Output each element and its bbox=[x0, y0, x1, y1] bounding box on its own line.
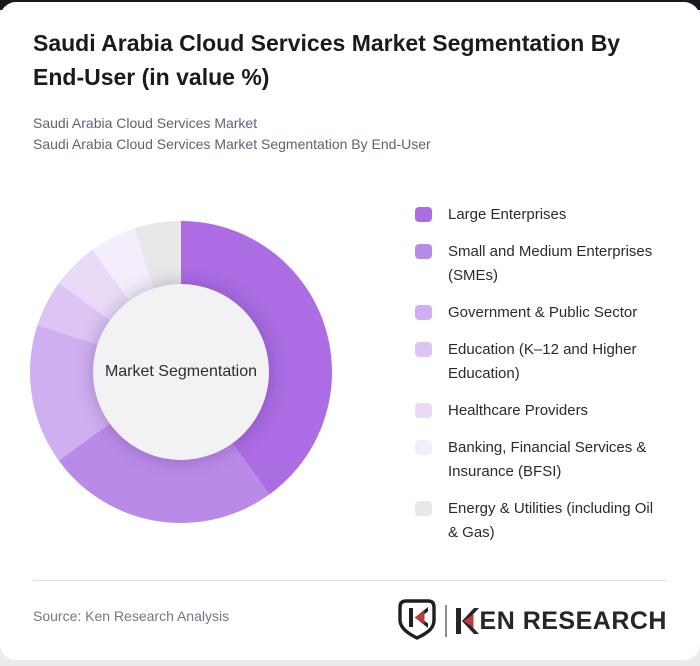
donut-hole: Market Segmentation bbox=[93, 284, 269, 460]
legend-swatch bbox=[415, 403, 432, 418]
brand-k-icon bbox=[455, 608, 480, 634]
brand-wordmark: EN RESEARCH bbox=[455, 606, 667, 636]
legend-swatch bbox=[415, 440, 432, 455]
source-text: Source: Ken Research Analysis bbox=[33, 608, 230, 624]
legend-label: Energy & Utilities (including Oil & Gas) bbox=[448, 500, 654, 541]
logo-separator bbox=[444, 605, 447, 637]
donut-center-label: Market Segmentation bbox=[104, 363, 258, 380]
legend-label: Banking, Financial Services & Insurance (… bbox=[448, 439, 647, 480]
legend-swatch bbox=[415, 501, 432, 516]
legend-item: Banking, Financial Services & Insurance (… bbox=[415, 436, 671, 484]
legend-swatch bbox=[415, 305, 432, 320]
page-title-line-2: End-User (in value %) bbox=[33, 64, 270, 90]
page-title: Saudi Arabia Cloud Services Market Segme… bbox=[33, 26, 680, 94]
footer-divider bbox=[33, 580, 667, 581]
legend-item: Energy & Utilities (including Oil & Gas) bbox=[415, 497, 671, 545]
legend-label: Education (K–12 and Higher Education) bbox=[448, 341, 637, 382]
legend: Large Enterprises Small and Medium Enterp… bbox=[415, 203, 671, 545]
legend-swatch bbox=[415, 342, 432, 357]
chart-subtitle-line-1: Saudi Arabia Cloud Services Market bbox=[33, 115, 258, 131]
chart-subtitle-line-2: Saudi Arabia Cloud Services Market Segme… bbox=[33, 136, 431, 152]
legend-label: Government & Public Sector bbox=[448, 304, 638, 321]
legend-label: Healthcare Providers bbox=[448, 402, 589, 419]
chart-subtitle: Saudi Arabia Cloud Services Market Saudi… bbox=[33, 113, 431, 155]
legend-swatch bbox=[415, 244, 432, 259]
legend-item: Government & Public Sector bbox=[415, 301, 671, 325]
brand-text: EN RESEARCH bbox=[479, 606, 667, 635]
legend-item: Education (K–12 and Higher Education) bbox=[415, 338, 671, 386]
legend-item: Small and Medium Enterprises (SMEs) bbox=[415, 240, 671, 288]
ken-research-logo: EN RESEARCH bbox=[397, 598, 667, 645]
legend-label: Small and Medium Enterprises (SMEs) bbox=[448, 243, 653, 284]
legend-swatch bbox=[415, 207, 432, 222]
page-title-line-1: Saudi Arabia Cloud Services Market Segme… bbox=[33, 30, 621, 56]
logo-shield-icon bbox=[397, 598, 436, 645]
legend-item: Large Enterprises bbox=[415, 203, 671, 227]
legend-label: Large Enterprises bbox=[448, 206, 567, 223]
donut-chart: Market Segmentation bbox=[30, 221, 332, 523]
legend-item: Healthcare Providers bbox=[415, 399, 671, 423]
